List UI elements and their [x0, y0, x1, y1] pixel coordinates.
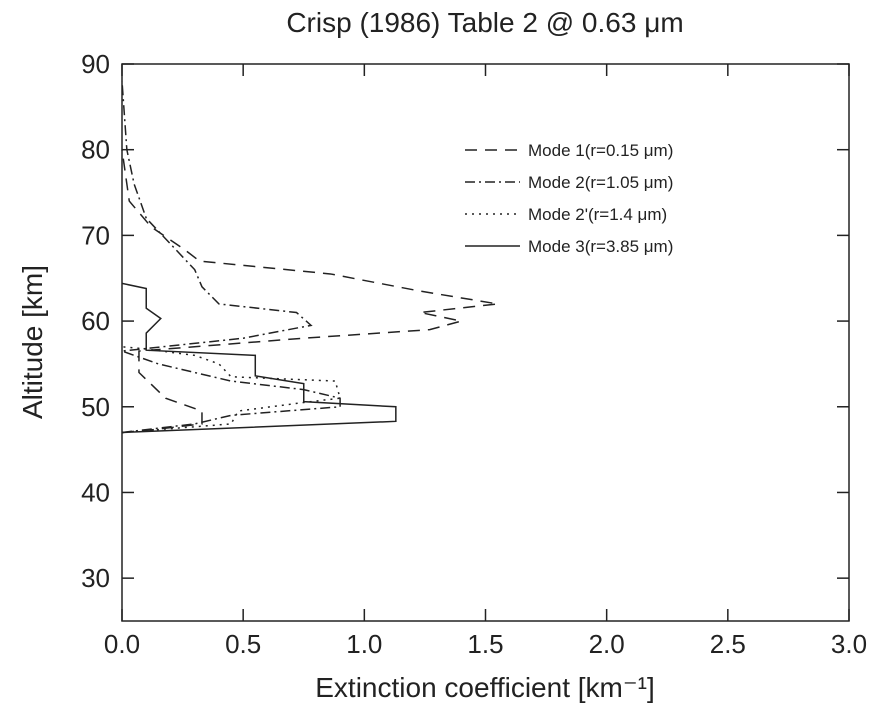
x-tick-label: 1.5: [467, 629, 503, 659]
y-axis-label: Altitude [km]: [17, 265, 48, 419]
y-tick-label: 90: [81, 49, 110, 79]
data-line: [121, 346, 342, 434]
legend-label: Mode 2'(r=1.4 μm): [528, 205, 667, 224]
data-line: [121, 81, 341, 434]
y-tick-label: 60: [81, 306, 110, 336]
legend-label: Mode 2(r=1.05 μm): [528, 173, 673, 192]
y-tick-label: 40: [81, 477, 110, 507]
x-axis-label: Extinction coefficient [km⁻¹]: [315, 672, 655, 703]
x-tick-label: 2.0: [589, 629, 625, 659]
y-tick-label: 30: [81, 563, 110, 593]
data-line: [121, 282, 397, 434]
plot-frame: [121, 63, 850, 622]
x-tick-label: 0.5: [225, 629, 261, 659]
chart-title: Crisp (1986) Table 2 @ 0.63 μm: [286, 7, 683, 38]
x-tick-label: 0.0: [104, 629, 140, 659]
y-tick-label: 50: [81, 392, 110, 422]
x-tick-label: 2.5: [710, 629, 746, 659]
x-tick-label: 1.0: [346, 629, 382, 659]
legend-label: Mode 1(r=0.15 μm): [528, 141, 673, 160]
data-line: [121, 149, 498, 434]
y-tick-label: 70: [81, 220, 110, 250]
legend-label: Mode 3(r=3.85 μm): [528, 237, 673, 256]
x-tick-label: 3.0: [831, 629, 867, 659]
y-tick-label: 80: [81, 135, 110, 165]
